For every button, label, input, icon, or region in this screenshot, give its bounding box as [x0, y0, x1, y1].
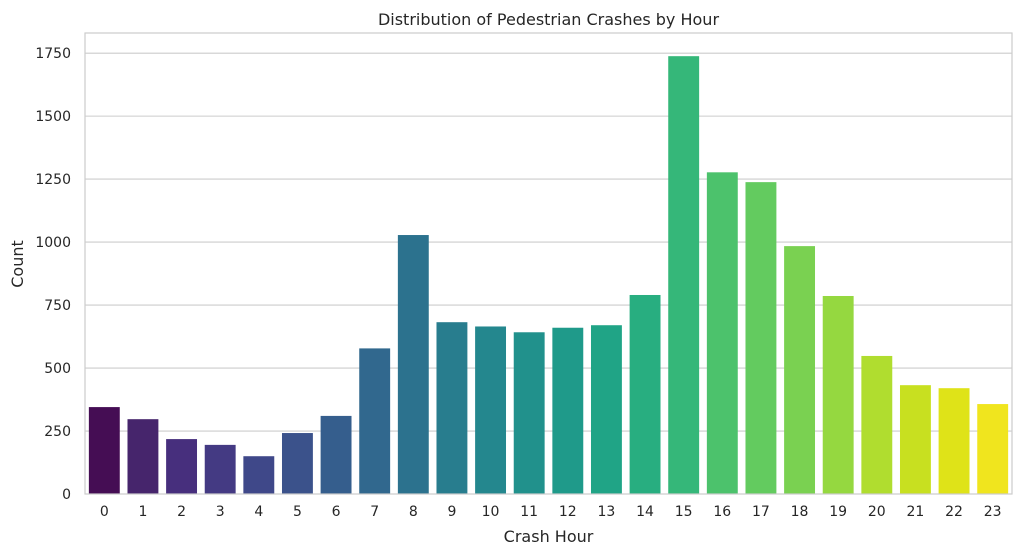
bar-hour-21	[899, 385, 931, 494]
y-gridlines	[85, 52, 1012, 495]
x-tick-label: 12	[559, 504, 577, 520]
bar-hour-22	[938, 388, 970, 494]
bar-hour-17	[745, 182, 777, 494]
bar-hour-20	[861, 355, 893, 494]
bar-hour-13	[590, 325, 622, 494]
x-tick-label: 1	[138, 504, 147, 520]
y-tick-label: 1750	[35, 46, 71, 62]
bar-hour-11	[513, 332, 545, 494]
bar-hour-12	[552, 327, 584, 494]
x-tick-labels: 0 1 2 3 4 5 6 7 8 9 10 11 12 13 14 15 16 17 18 19 20 21 22 23	[100, 504, 1002, 520]
bar-hour-14	[629, 294, 661, 494]
chart-title: Distribution of Pedestrian Crashes by Ho…	[378, 10, 719, 29]
x-tick-label: 11	[520, 504, 538, 520]
bar-hour-8	[397, 235, 429, 494]
x-tick-label: 9	[447, 504, 456, 520]
x-tick-label: 15	[675, 504, 693, 520]
x-tick-label: 23	[984, 504, 1002, 520]
bars	[88, 56, 1009, 494]
y-tick-label: 0	[62, 487, 71, 503]
x-tick-label: 7	[370, 504, 379, 520]
bar-hour-23	[977, 404, 1009, 494]
x-tick-label: 6	[332, 504, 341, 520]
bar-hour-3	[204, 444, 236, 494]
y-tick-label: 1250	[35, 172, 71, 188]
bar-hour-19	[822, 295, 854, 494]
x-tick-label: 21	[907, 504, 925, 520]
x-tick-label: 0	[100, 504, 109, 520]
bar-hour-2	[166, 439, 198, 494]
x-axis-label: Crash Hour	[504, 527, 594, 546]
x-tick-label: 8	[409, 504, 418, 520]
bar-hour-1	[127, 419, 159, 494]
y-tick-labels: 0 250 500 750 1000 1250 1500 1750	[35, 46, 71, 503]
x-tick-label: 4	[254, 504, 263, 520]
y-tick-label: 1500	[35, 109, 71, 125]
bar-hour-5	[281, 433, 313, 494]
y-tick-label: 1000	[35, 235, 71, 251]
x-tick-label: 14	[636, 504, 654, 520]
y-tick-label: 250	[44, 424, 71, 440]
bar-hour-4	[243, 456, 275, 494]
plot-frame	[84, 32, 1013, 495]
x-tick-label: 5	[293, 504, 302, 520]
x-tick-label: 20	[868, 504, 886, 520]
x-tick-label: 13	[598, 504, 616, 520]
bar-hour-7	[359, 348, 391, 494]
x-tick-label: 2	[177, 504, 186, 520]
y-tick-label: 500	[44, 361, 71, 377]
y-tick-label: 750	[44, 298, 71, 314]
bar-hour-15	[668, 56, 700, 494]
x-tick-label: 19	[829, 504, 847, 520]
bar-hour-16	[706, 172, 738, 494]
bar-hour-0	[88, 407, 120, 494]
x-tick-label: 22	[945, 504, 963, 520]
y-axis-label: Count	[8, 240, 27, 288]
bar-hour-6	[320, 415, 352, 494]
bar-hour-10	[475, 326, 507, 494]
x-tick-label: 3	[216, 504, 225, 520]
x-tick-label: 18	[791, 504, 809, 520]
bar-hour-9	[436, 322, 468, 494]
x-tick-label: 16	[713, 504, 731, 520]
bar-hour-18	[784, 246, 816, 494]
x-tick-label: 10	[482, 504, 500, 520]
x-tick-label: 17	[752, 504, 770, 520]
